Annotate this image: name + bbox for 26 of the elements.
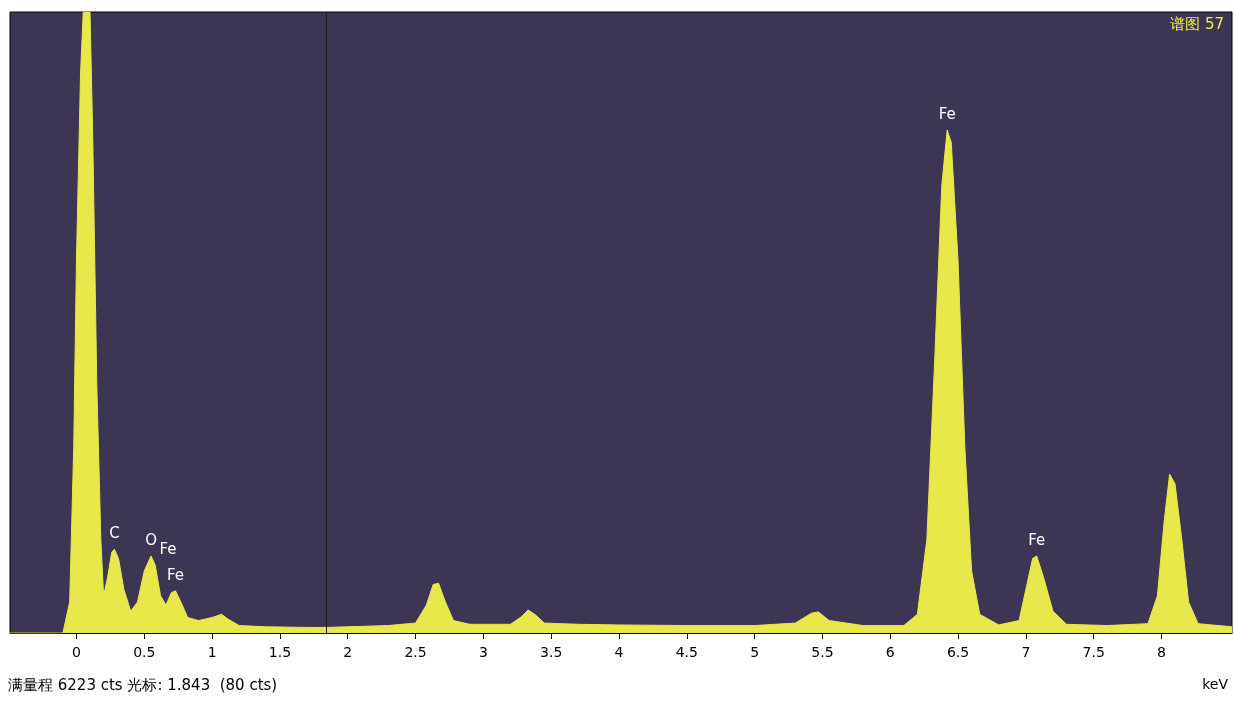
x-tick-label: 1: [207, 644, 217, 660]
chart-title: 谱图 57: [1170, 14, 1224, 33]
text: 满量程 6223 cts 光标: 1.843 (80 cts): [8, 675, 278, 694]
annotation: Fe: [159, 539, 177, 558]
x-tick-label: 3.5: [540, 644, 563, 660]
x-tick-label: 6: [885, 644, 895, 660]
x-tick-label: 5.5: [811, 644, 834, 660]
x-tick-label: 7.5: [1082, 644, 1105, 660]
annotation: Fe: [1028, 531, 1046, 549]
x-tick-label: 0: [72, 644, 81, 660]
x-tick-label: 3: [478, 644, 488, 660]
x-tick-label: 2.5: [404, 644, 427, 660]
x-tick-label: 7: [1021, 644, 1031, 660]
x-tick-label: 5: [750, 644, 760, 660]
annotation: Fe: [938, 104, 956, 123]
x-axis-title: keV: [1202, 676, 1229, 692]
x-tick-label: 4: [614, 644, 624, 660]
x-tick-label: 1.5: [268, 644, 292, 660]
x-tick-label: 0.5: [133, 644, 156, 660]
annotation: O: [145, 531, 157, 549]
annotation: C: [109, 524, 120, 543]
annotation: Fe: [166, 565, 184, 584]
x-tick-label: 8: [1157, 644, 1166, 660]
x-tick-label: 2: [343, 644, 353, 660]
x-tick-label: 4.5: [675, 644, 698, 660]
x-tick-label: 6.5: [946, 644, 970, 660]
